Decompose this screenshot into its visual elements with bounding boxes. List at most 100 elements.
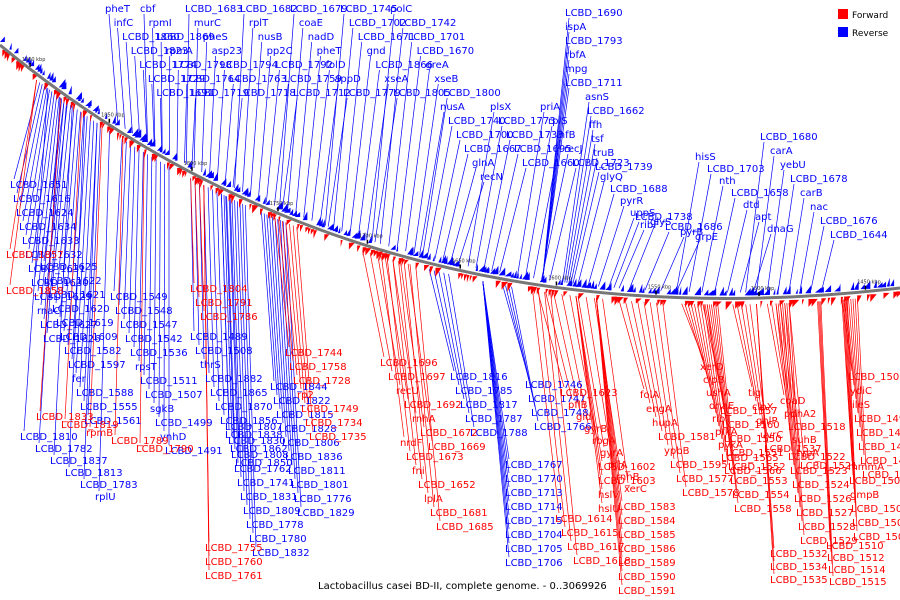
forward-gene-arrow: [802, 299, 805, 306]
forward-leader-line: [9, 79, 37, 286]
scale-tick-label: 1500 kbp: [751, 286, 775, 292]
reverse-gene-arrow: [316, 216, 321, 226]
forward-gene-label: LCBD_1589: [618, 558, 676, 569]
forward-leader-line: [784, 303, 801, 508]
reverse-leader-line: [341, 41, 363, 232]
reverse-gene-arrow: [648, 288, 652, 294]
forward-gene-arrow: [896, 291, 900, 298]
scale-tick-mark: [29, 62, 31, 67]
forward-gene-arrow: [716, 301, 722, 307]
reverse-gene-label: pyrB: [680, 227, 703, 238]
forward-leader-line: [703, 304, 726, 453]
reverse-gene-arrow: [487, 267, 490, 274]
forward-gene-arrow: [11, 57, 17, 64]
reverse-gene-arrow: [131, 128, 139, 137]
forward-gene-arrow: [102, 123, 106, 129]
reverse-leader-line: [508, 286, 536, 408]
reverse-leader-line: [220, 193, 230, 422]
reverse-gene-arrow: [329, 224, 334, 231]
reverse-leader-line: [98, 131, 110, 492]
reverse-gene-label: rbfA: [565, 50, 586, 61]
forward-leader-line: [538, 290, 566, 528]
scale-tick-label: 1900 kbp: [22, 57, 46, 63]
reverse-leader-line: [380, 27, 404, 244]
reverse-gene-label: LCBD_1714: [505, 502, 563, 513]
reverse-leader-line: [629, 226, 655, 290]
forward-leader-line: [842, 299, 854, 476]
reverse-gene-arrow: [95, 106, 98, 113]
forward-leader-line: [194, 180, 200, 298]
reverse-gene-arrow: [489, 267, 496, 274]
reverse-gene-label: LCBD_1626: [43, 334, 101, 345]
reverse-leader-line: [570, 157, 598, 284]
forward-gene-label: LCBD_1819: [61, 420, 119, 431]
forward-gene-arrow: [379, 252, 383, 262]
forward-leader-line: [550, 292, 578, 556]
reverse-leader-line: [426, 125, 453, 257]
reverse-gene-label: LCBD_1800: [443, 88, 501, 99]
reverse-gene-arrow: [37, 63, 42, 72]
forward-gene-label: rnhA: [412, 414, 436, 425]
reverse-leader-line: [799, 211, 815, 291]
reverse-gene-label: apt: [755, 212, 771, 223]
reverse-leader-line: [231, 198, 242, 478]
reverse-gene-label: truB: [593, 148, 614, 159]
reverse-leader-line: [67, 113, 85, 346]
reverse-gene-arrow: [321, 219, 325, 228]
reverse-gene-label: LCBD_1561: [84, 416, 142, 427]
scale-tick-label: 1550 kbp: [648, 285, 672, 291]
forward-gene-label: LCBD_1509: [848, 372, 900, 383]
forward-leader-line: [281, 221, 298, 376]
reverse-gene-label: LCBD_1792: [275, 60, 333, 71]
forward-gene-label: LCBD_1790: [136, 444, 194, 455]
reverse-gene-label: LCBD_1766: [534, 422, 592, 433]
reverse-leader-line: [63, 111, 81, 332]
reverse-gene-arrow: [172, 152, 178, 160]
reverse-gene-arrow: [510, 272, 514, 278]
reverse-gene-label: pp2C: [267, 46, 293, 57]
forward-gene-label: LCBD_1510: [826, 541, 884, 552]
reverse-gene-label: nth: [719, 176, 736, 187]
reverse-leader-line: [13, 82, 41, 180]
forward-gene-label: LCBD_1590: [618, 572, 676, 583]
reverse-gene-label: LCBD_1773: [498, 116, 556, 127]
reverse-gene-label: LCBD_1621: [48, 290, 106, 301]
forward-gene-arrow: [533, 287, 537, 295]
reverse-leader-line: [53, 106, 73, 456]
forward-gene-label: LCBD_1755: [205, 543, 263, 554]
reverse-leader-line: [79, 120, 95, 388]
reverse-gene-arrow: [566, 279, 572, 286]
reverse-gene-label: LCBD_1794: [220, 60, 278, 71]
forward-gene-arrow: [657, 299, 661, 307]
reverse-gene-label: LCBD_1676: [820, 216, 878, 227]
reverse-leader-line: [242, 27, 254, 192]
reverse-leader-line: [138, 151, 144, 362]
reverse-gene-label: LCBD_1511: [140, 376, 198, 387]
forward-leader-line: [786, 303, 803, 522]
reverse-gene-label: infC: [114, 18, 134, 29]
reverse-gene-label: nusA: [440, 102, 465, 113]
forward-leader-line: [274, 217, 290, 348]
reverse-gene-arrow: [289, 208, 294, 215]
forward-leader-line: [745, 304, 765, 430]
forward-gene-label: LCBD_1617: [567, 542, 625, 553]
reverse-gene-label: glyS: [650, 217, 671, 228]
forward-gene-arrow: [300, 225, 304, 233]
forward-gene-label: coaD: [780, 396, 806, 407]
reverse-gene-arrow: [641, 286, 645, 293]
reverse-leader-line: [745, 141, 765, 293]
reverse-leader-line: [287, 27, 304, 212]
reverse-leader-line: [31, 93, 55, 264]
forward-gene-label: LCBD_1503: [851, 504, 900, 515]
reverse-gene-label: LCBD_1690: [565, 8, 623, 19]
reverse-gene-arrow: [513, 270, 517, 278]
reverse-gene-arrow: [225, 180, 232, 188]
reverse-gene-label: LCBD_1763: [229, 74, 287, 85]
reverse-gene-label: LCBD_1703: [707, 164, 765, 175]
reverse-gene-arrow: [443, 255, 448, 264]
reverse-leader-line: [43, 100, 65, 262]
forward-gene-label: pflB: [568, 400, 588, 411]
forward-gene-label: LCBD_1522: [788, 452, 846, 463]
reverse-gene-label: recN: [480, 172, 503, 183]
forward-leader-line: [756, 304, 775, 575]
